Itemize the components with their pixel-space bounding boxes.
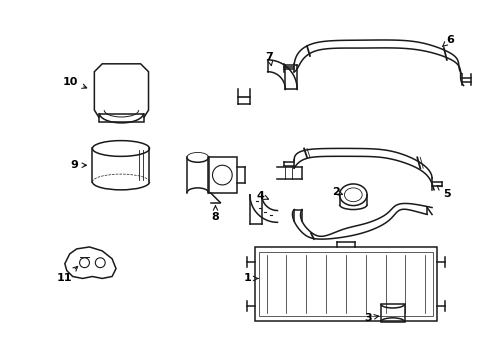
Text: 11: 11 [57, 266, 77, 283]
Bar [259, 252, 433, 316]
Bar [381, 304, 405, 322]
Text: 5: 5 [437, 185, 451, 199]
Bar [255, 247, 437, 321]
Text: 4: 4 [257, 191, 269, 201]
Text: 6: 6 [442, 35, 454, 46]
Text: 9: 9 [71, 160, 86, 170]
Text: 10: 10 [63, 77, 87, 88]
Bar [208, 157, 237, 193]
Text: 7: 7 [266, 52, 273, 66]
Text: 1: 1 [244, 274, 258, 283]
Text: 3: 3 [364, 313, 379, 323]
Text: 2: 2 [332, 187, 343, 197]
Text: 8: 8 [212, 206, 220, 222]
Bar [99, 114, 144, 122]
